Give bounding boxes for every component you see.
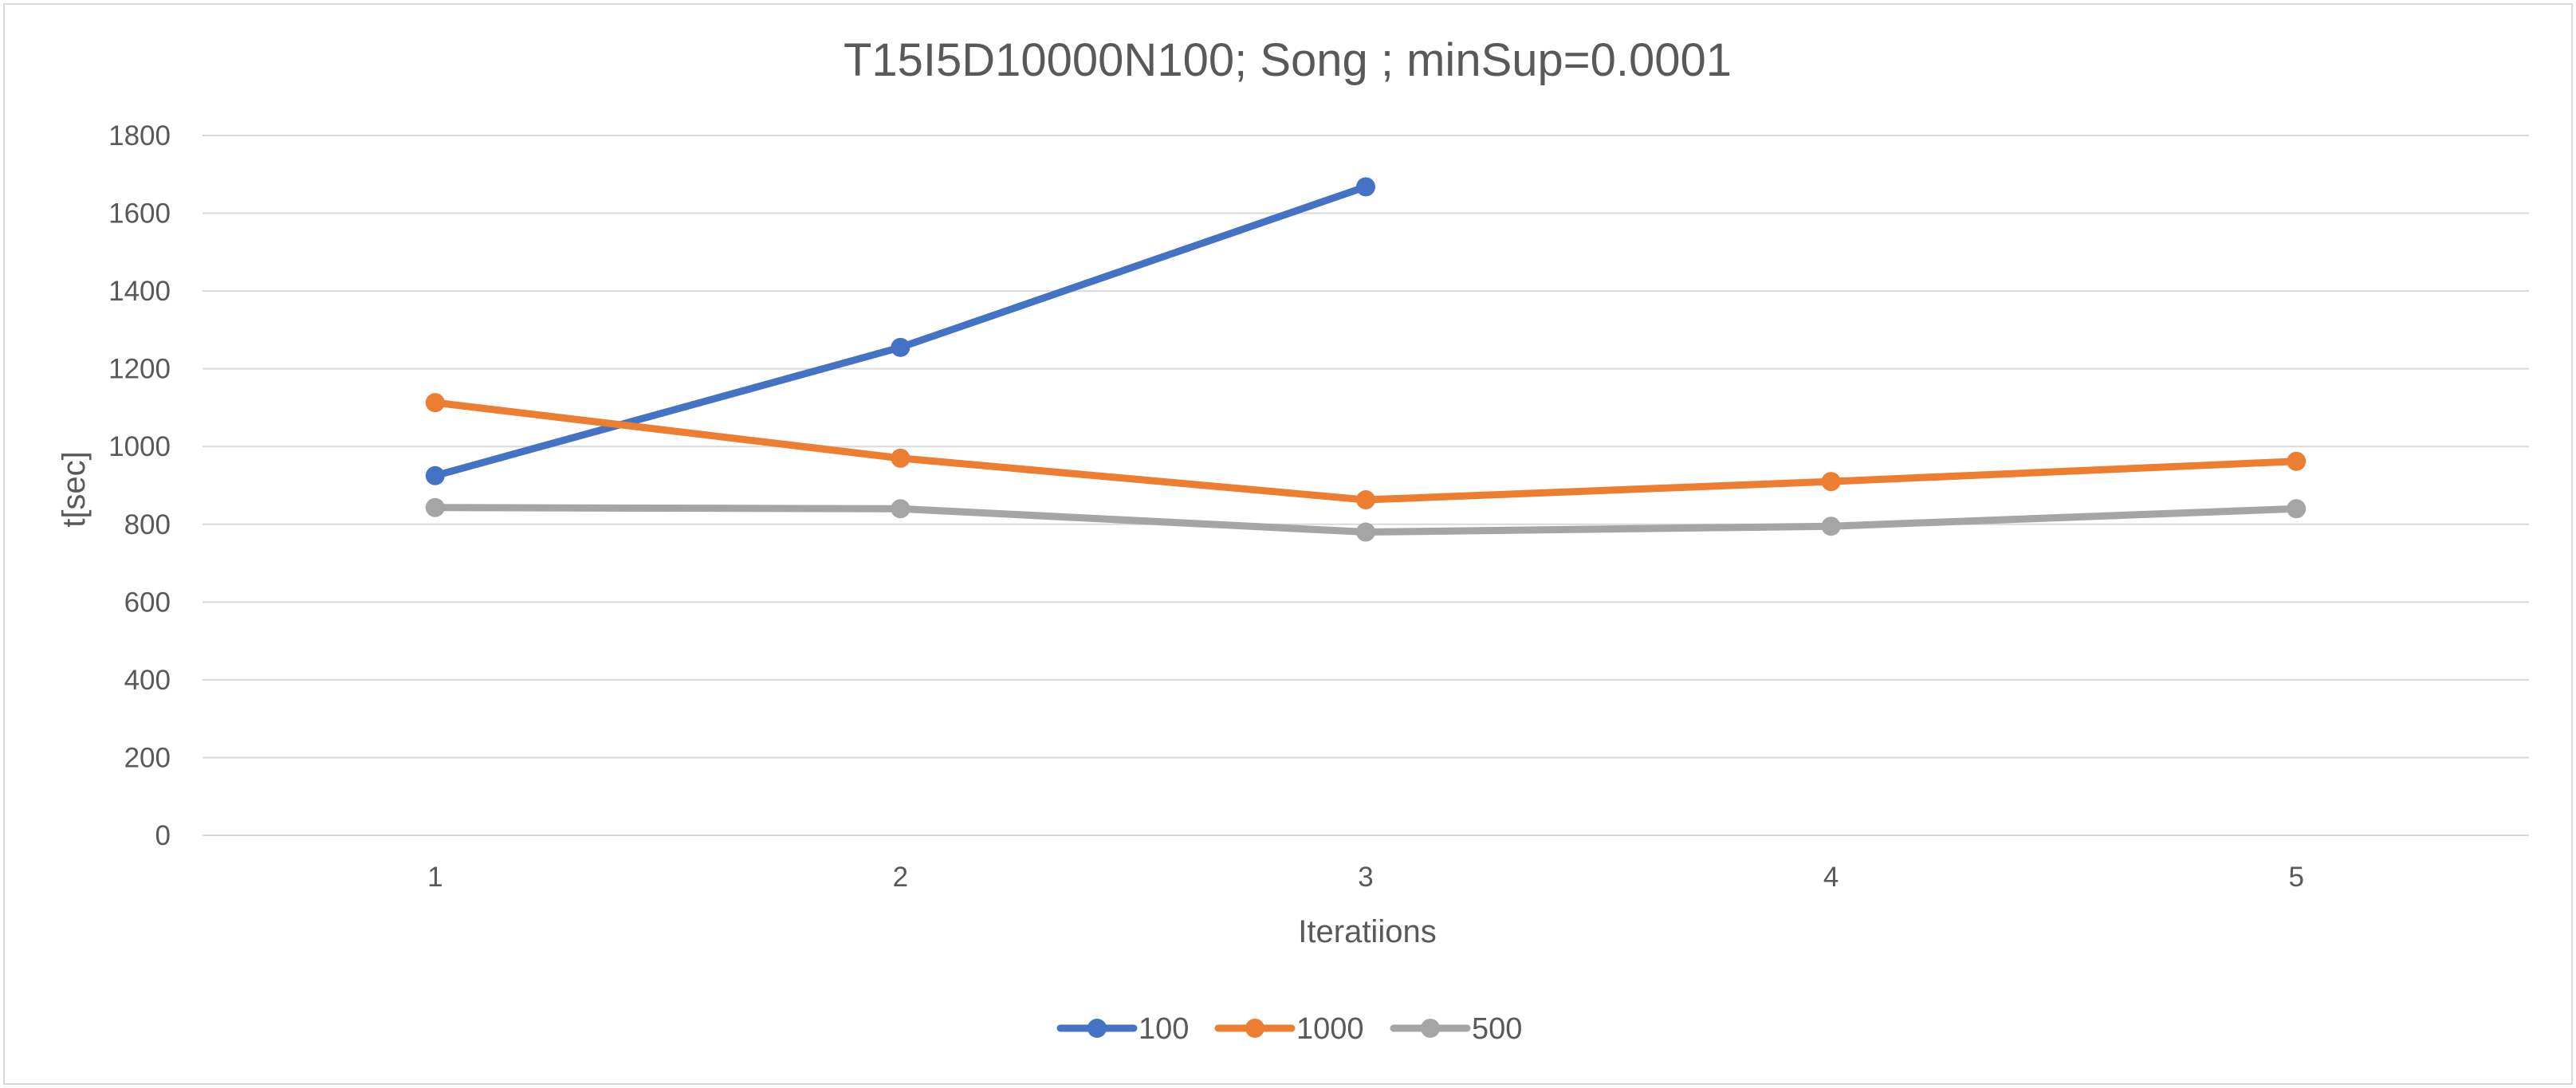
x-tick-label: 3 [1358,862,1373,893]
series-100 [425,177,1375,485]
legend-item-500: 500 [1390,1012,1522,1046]
y-tick-label: 1000 [108,431,171,462]
legend-swatch-marker [1087,1019,1107,1038]
legend-swatch-marker [1245,1019,1264,1038]
y-tick-label: 1200 [108,354,171,385]
chart-title: T15I5D10000N100; Song ; minSup=0.0001 [844,34,1732,86]
data-point [891,337,910,357]
legend-label: 1000 [1296,1012,1364,1046]
data-point [2287,499,2307,519]
series-line [431,183,1370,480]
data-point [1356,177,1375,197]
legend-label: 500 [1472,1012,1522,1046]
data-point [2287,451,2307,471]
data-point [891,448,910,468]
legend-item-1000: 1000 [1214,1012,1364,1046]
series-layer [425,177,2307,542]
series-500 [425,497,2307,542]
y-tick-label: 1400 [108,276,171,307]
data-point [425,465,445,485]
x-tick-label: 4 [1823,862,1839,893]
y-axis-title: t[sec] [57,451,92,528]
y-tick-label: 800 [124,509,171,540]
x-axis-tick-labels: 1 2 3 4 5 [427,862,2304,893]
gridlines [203,135,2529,759]
chart-area [3,3,2573,1085]
legend-item-100: 100 [1056,1012,1189,1046]
y-tick-label: 400 [124,665,171,696]
legend-label: 100 [1139,1012,1189,1046]
data-point [1356,490,1375,510]
data-point [425,393,445,413]
x-tick-label: 2 [893,862,908,893]
y-tick-label: 600 [124,587,171,618]
y-tick-label: 200 [124,742,171,773]
series-line [431,399,2300,504]
data-point [891,499,910,519]
series-1000 [425,393,2307,510]
y-tick-label: 0 [155,820,171,851]
legend-swatch-marker [1421,1019,1440,1038]
legend: 100 1000 500 [1056,1012,1522,1046]
data-point [1821,472,1841,492]
x-axis-title: Iteratiions [1298,914,1436,949]
y-tick-label: 1800 [108,120,171,151]
data-point [1356,522,1375,542]
x-tick-label: 5 [2288,862,2303,893]
y-tick-label: 1600 [108,198,171,230]
data-point [1821,517,1841,536]
x-tick-label: 1 [427,862,442,893]
y-axis-tick-labels: 0 200 400 600 800 1000 1200 1400 1600 1800 [108,120,171,851]
data-point [425,497,445,517]
